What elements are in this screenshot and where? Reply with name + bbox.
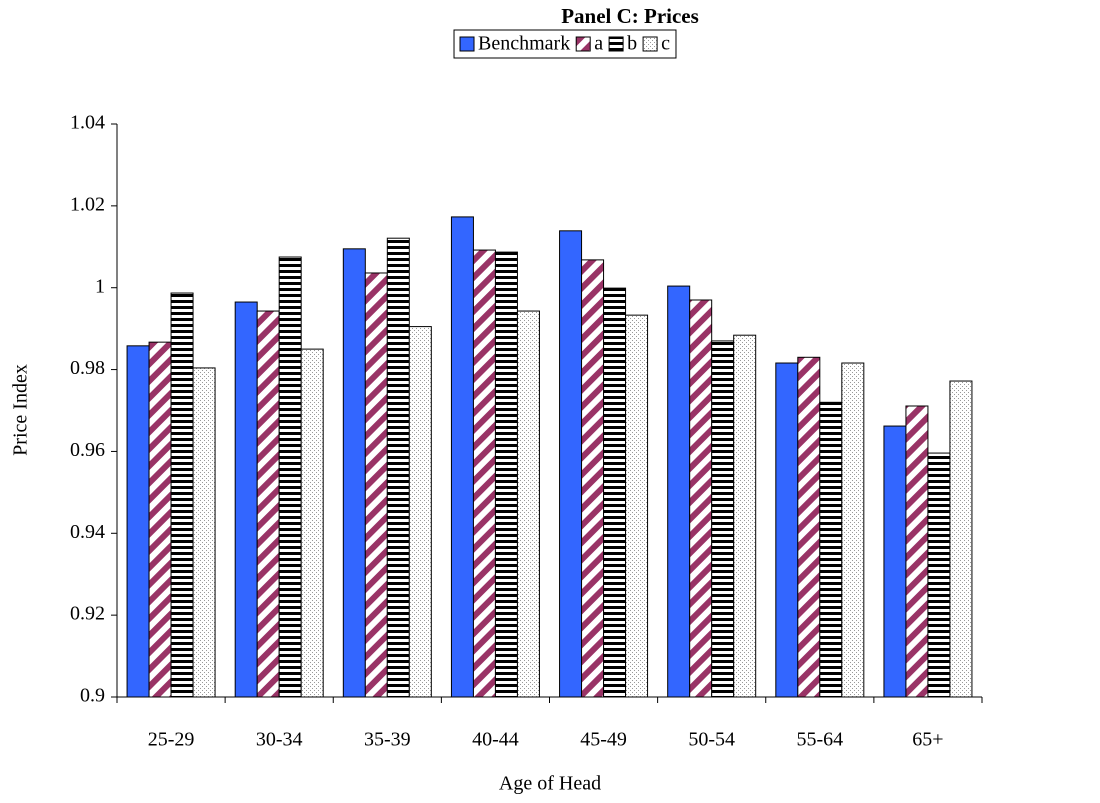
bar xyxy=(256,310,280,698)
y-tick-label: 0.96 xyxy=(70,439,105,461)
x-tick-label: 35-39 xyxy=(364,729,411,751)
bar xyxy=(516,310,540,698)
x-tick-label: 50-54 xyxy=(688,729,735,751)
bar xyxy=(170,292,194,698)
bar xyxy=(364,272,388,698)
bar xyxy=(234,301,258,698)
bar xyxy=(625,314,649,698)
bar xyxy=(472,249,496,698)
bar xyxy=(797,356,821,698)
y-tick-label: 0.94 xyxy=(70,521,105,543)
x-tick-label: 40-44 xyxy=(472,729,519,751)
bar xyxy=(775,362,799,698)
bar xyxy=(667,285,691,698)
y-tick-label: 0.9 xyxy=(80,685,105,707)
legend-label: b xyxy=(627,33,637,55)
x-tick-label: 55-64 xyxy=(796,729,843,751)
bar xyxy=(927,452,951,698)
bar xyxy=(905,405,929,698)
bar xyxy=(733,334,757,698)
x-axis-label: Age of Head xyxy=(499,773,601,795)
bar xyxy=(949,380,973,698)
x-tick-label: 65+ xyxy=(912,729,943,751)
y-axis-label: Price Index xyxy=(10,364,32,456)
bar xyxy=(841,362,865,698)
bar xyxy=(689,299,713,698)
legend-swatch xyxy=(608,36,624,52)
bar xyxy=(603,287,627,698)
legend: Benchmark a b c xyxy=(453,29,677,59)
x-tick-label: 45-49 xyxy=(580,729,627,751)
bar xyxy=(148,341,172,698)
legend-swatch xyxy=(459,36,475,52)
bar xyxy=(278,256,302,698)
bar xyxy=(450,216,474,698)
legend-label: Benchmark xyxy=(478,33,570,55)
y-tick-label: 1.02 xyxy=(70,193,105,215)
legend-label: c xyxy=(661,33,670,55)
bar xyxy=(883,425,907,698)
y-tick-label: 1 xyxy=(95,275,105,297)
legend-label: a xyxy=(594,33,603,55)
bar xyxy=(819,401,843,698)
legend-box xyxy=(453,29,677,59)
bar xyxy=(559,230,583,698)
bar xyxy=(386,237,410,698)
y-tick-label: 1.04 xyxy=(70,112,105,134)
y-tick-label: 0.92 xyxy=(70,603,105,625)
legend-swatch xyxy=(575,36,591,52)
bar xyxy=(342,248,366,698)
bar xyxy=(408,326,432,698)
y-tick-label: 0.98 xyxy=(70,357,105,379)
x-tick-label: 30-34 xyxy=(256,729,303,751)
bar xyxy=(581,259,605,698)
bar xyxy=(126,345,150,698)
x-tick-label: 25-29 xyxy=(148,729,195,751)
legend-swatch xyxy=(642,36,658,52)
bar xyxy=(711,340,735,698)
bar xyxy=(300,348,324,698)
chart-title: Panel C: Prices xyxy=(561,4,699,28)
bar xyxy=(494,251,518,698)
bar xyxy=(192,367,216,698)
